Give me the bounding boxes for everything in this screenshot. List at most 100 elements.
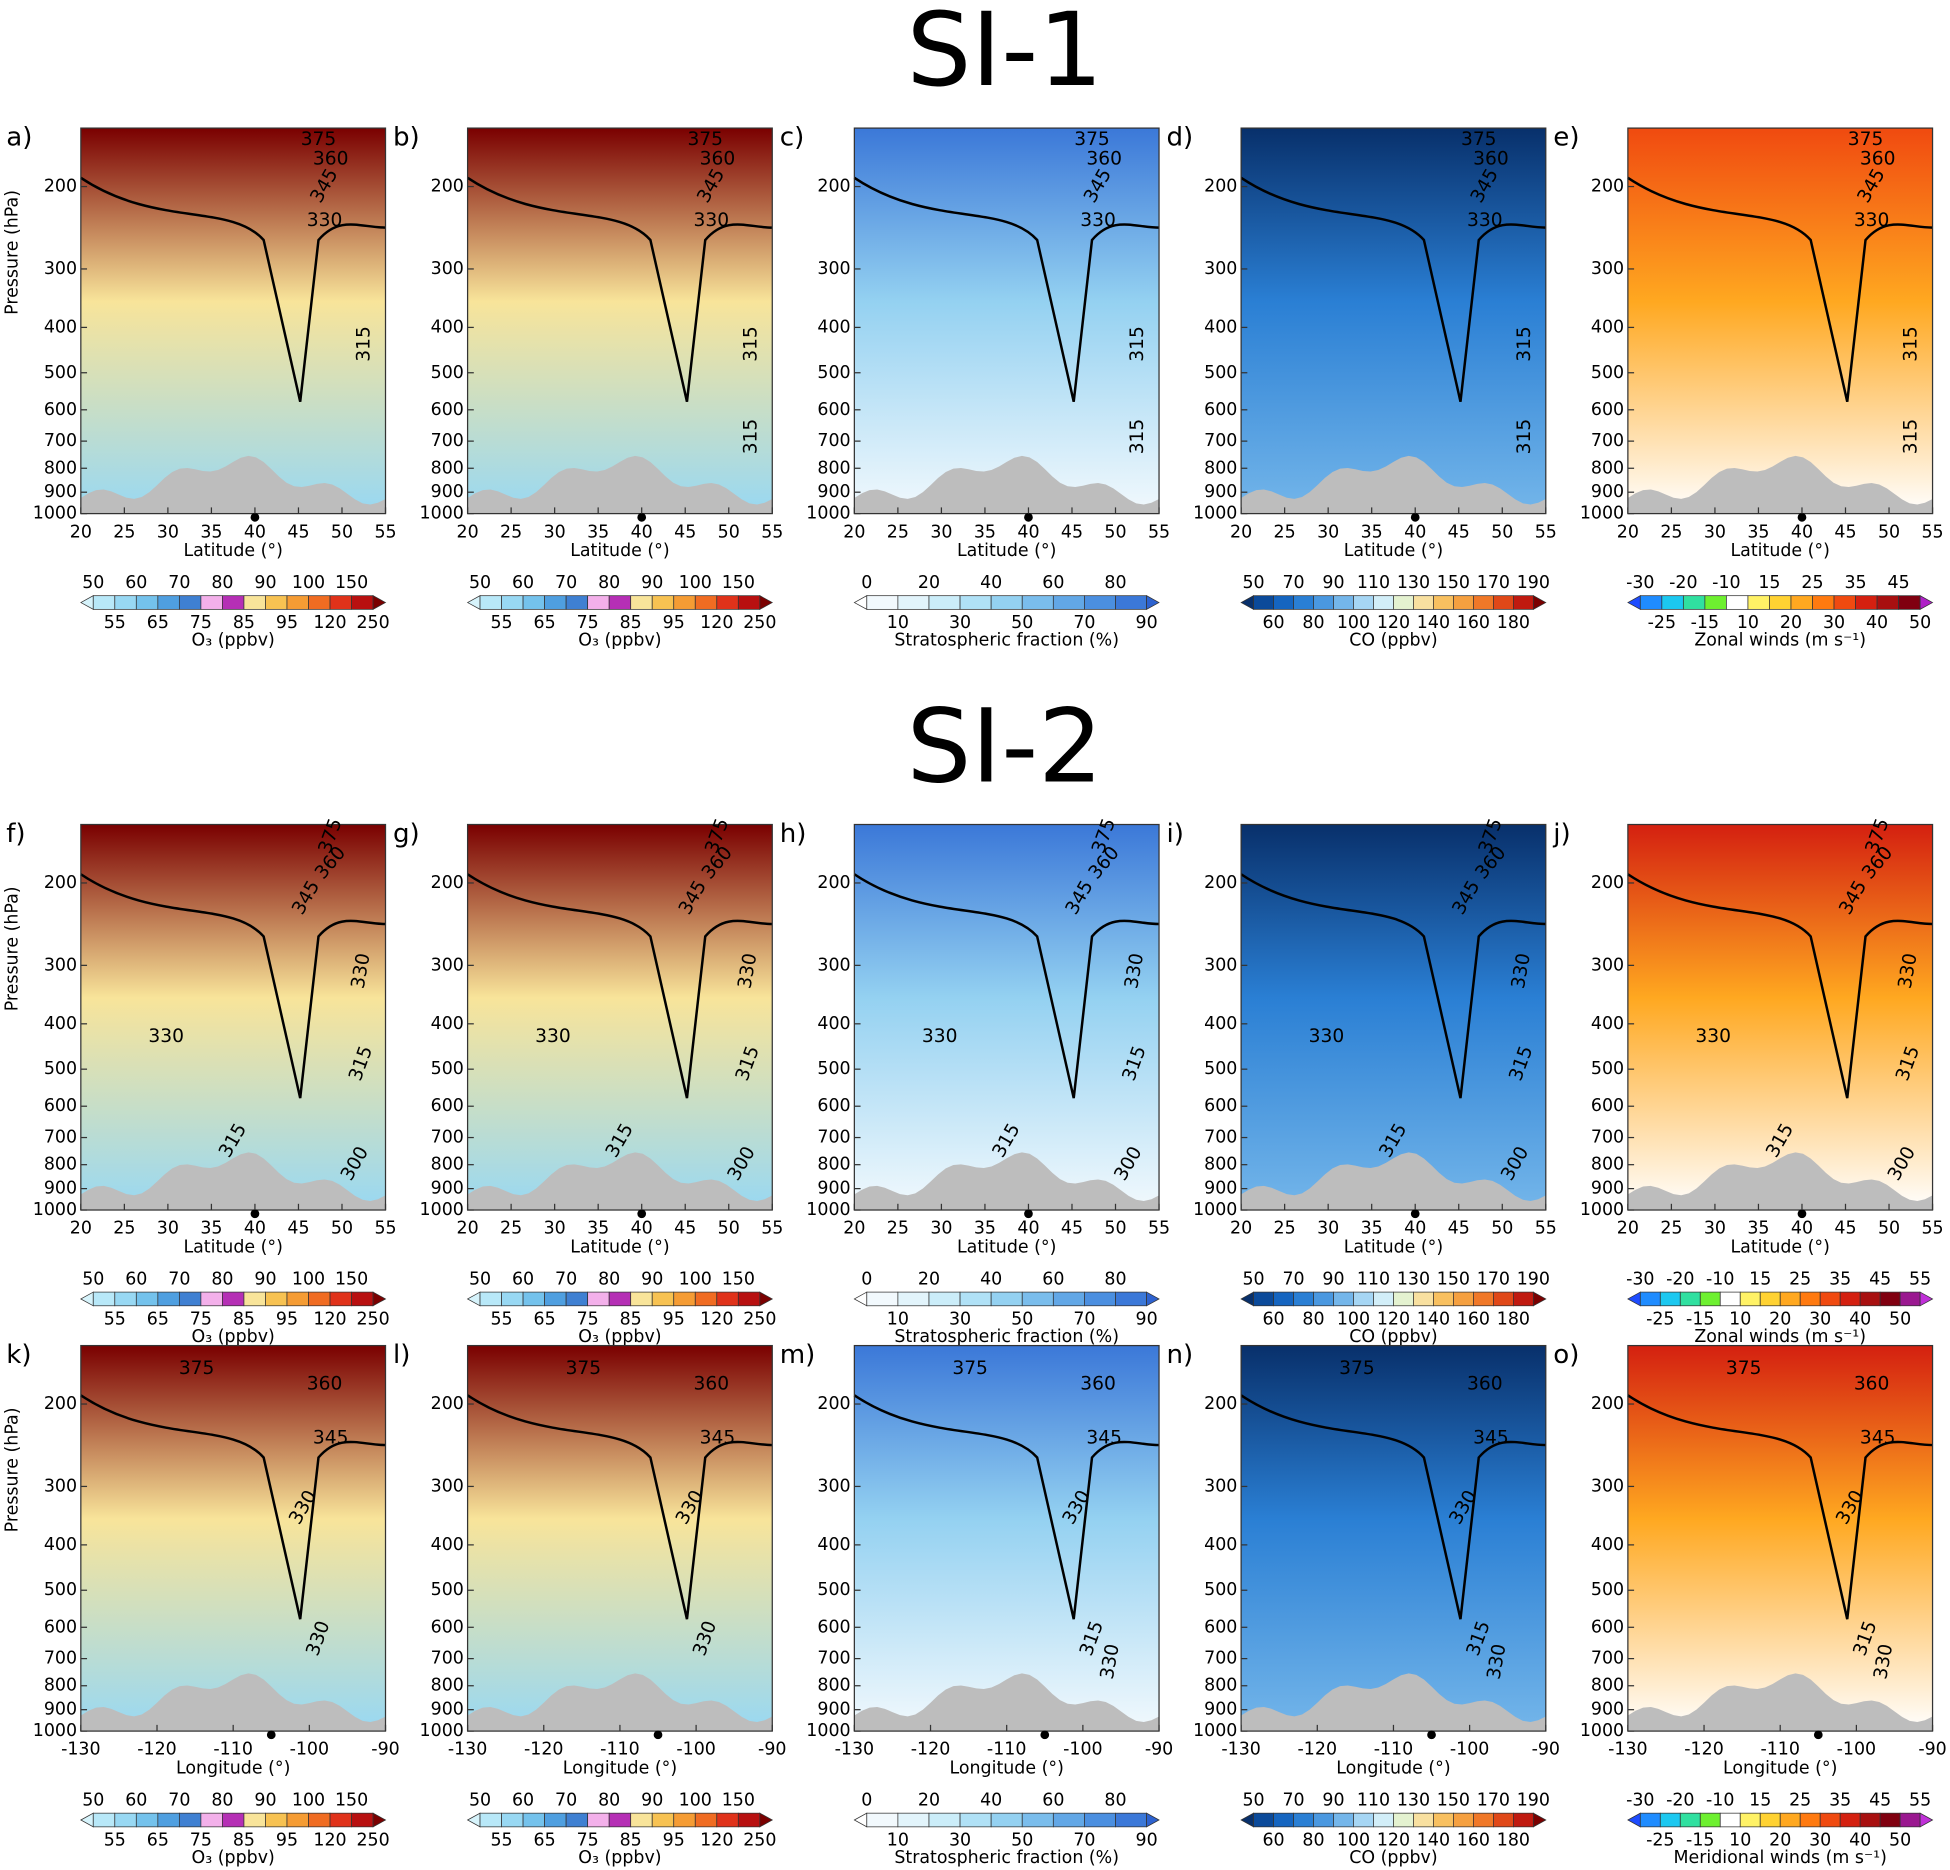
colorbar-swatch: [222, 595, 245, 610]
colorbar-swatch: [1084, 1291, 1116, 1307]
y-tick-label: 400: [431, 317, 464, 337]
colorbar-swatch: [157, 595, 180, 610]
colorbar-tick-label: 100: [679, 573, 712, 593]
colorbar-tick-label: 75: [577, 1309, 599, 1329]
tropopause-line: [1240, 873, 1546, 1099]
y-tick-label: 500: [1591, 363, 1624, 383]
y-tick-label: 200: [431, 1394, 464, 1414]
y-tick-label: 600: [1204, 400, 1237, 420]
colorbar-swatch: [135, 1812, 159, 1828]
topography: [1627, 1152, 1933, 1211]
y-tick-label: 800: [817, 458, 850, 478]
y-tick-label: 300: [431, 955, 464, 975]
colorbar-tick-label: 80: [1104, 573, 1126, 593]
colorbar-extension: [1146, 1291, 1160, 1307]
colorbar-label: O₃ (ppbv): [192, 1848, 275, 1868]
colorbar-swatch: [1084, 595, 1116, 610]
colorbar-tick-label: 25: [1789, 1791, 1811, 1811]
colorbar-swatch: [1433, 1812, 1454, 1828]
field: [854, 128, 1160, 514]
x-tick-label: -90: [1918, 1740, 1946, 1760]
colorbar-tick-label: 50: [1242, 1270, 1264, 1290]
contour-label: 360: [1473, 148, 1509, 169]
y-tick-label: 900: [1204, 482, 1237, 502]
panel-label: k): [6, 1340, 31, 1370]
x-tick-label: 40: [1404, 522, 1426, 542]
y-tick-label: 1000: [33, 1200, 77, 1220]
field: [80, 824, 386, 1211]
colorbar-swatch: [1493, 595, 1514, 610]
y-tick-label: 800: [1591, 1155, 1624, 1175]
colorbar-label: O₃ (ppbv): [578, 630, 661, 650]
colorbar-tick-label: 50: [1242, 1791, 1264, 1811]
colorbar-tick-label: 180: [1497, 1831, 1530, 1851]
x-tick-label: 35: [200, 1219, 222, 1239]
y-tick-label: 900: [431, 482, 464, 502]
colorbar-tick-label: 50: [82, 573, 104, 593]
colorbar-swatch: [1253, 595, 1274, 610]
y-tick-label: 500: [1204, 1580, 1237, 1600]
x-tick-label: 45: [287, 522, 309, 542]
colorbar-tick-label: 20: [1780, 613, 1802, 633]
colorbar-extension: [1627, 1291, 1641, 1307]
x-tick-label: 50: [718, 522, 740, 542]
colorbar-tick-label: 75: [190, 1831, 212, 1851]
colorbar-swatch: [329, 595, 352, 610]
panel-label: a): [6, 123, 32, 153]
y-tick-label: 200: [44, 1394, 77, 1414]
colorbar-swatch: [587, 1812, 610, 1828]
x-tick-label: -120: [911, 1740, 951, 1760]
y-tick-label: 200: [431, 177, 464, 197]
colorbar-tick-label: 50: [1011, 613, 1033, 633]
y-tick-label: 500: [44, 363, 77, 383]
colorbar-tick-label: 50: [469, 1791, 491, 1811]
colorbar-extension: [372, 595, 387, 610]
colorbar-swatch: [1393, 595, 1414, 610]
panel-label: n): [1166, 1340, 1193, 1370]
x-tick-label: -120: [1684, 1740, 1724, 1760]
x-tick-label: 20: [457, 522, 479, 542]
colorbar-extension: [759, 1291, 774, 1307]
colorbar-swatch: [1779, 1812, 1801, 1828]
colorbar-tick-label: 0: [861, 573, 872, 593]
y-tick-label: 400: [817, 1535, 850, 1555]
x-tick-label: -110: [1760, 1740, 1800, 1760]
y-tick-label: 400: [431, 1535, 464, 1555]
colorbar-swatch: [114, 595, 137, 610]
y-tick-label: 200: [1591, 1394, 1624, 1414]
colorbar-tick-label: 30: [949, 613, 971, 633]
x-tick-label: 20: [1617, 1219, 1639, 1239]
colorbar-swatch: [114, 1812, 137, 1828]
contour-label: 330: [148, 1026, 184, 1047]
colorbar-swatch: [1493, 1291, 1514, 1307]
colorbar-swatch: [1413, 1291, 1434, 1307]
topography: [80, 455, 386, 514]
y-tick-label: 600: [1204, 1096, 1237, 1116]
contour-label: 375: [1726, 1358, 1762, 1379]
colorbar-tick-label: 10: [1729, 1831, 1751, 1851]
colorbar-swatch: [1704, 595, 1727, 610]
colorbar-swatch: [1779, 1291, 1801, 1307]
colorbar-swatch: [1759, 1812, 1781, 1828]
x-tick-label: -130: [835, 1740, 875, 1760]
colorbar-swatch: [1473, 1291, 1494, 1307]
panel: 375360345330315330n)20030040050060070080…: [1166, 1340, 1560, 1868]
colorbar-extension: [1919, 1812, 1934, 1828]
x-tick-label: -100: [290, 1740, 330, 1760]
contour-label: 375: [566, 1358, 602, 1379]
y-tick-label: 500: [817, 363, 850, 383]
y-tick-label: 800: [44, 458, 77, 478]
y-tick-label: 1000: [33, 504, 77, 524]
colorbar-swatch: [897, 595, 930, 610]
panel: 375360345330315330m)20030040050060070080…: [780, 1340, 1174, 1868]
y-tick-label: 200: [44, 177, 77, 197]
panel-label: b): [393, 123, 420, 153]
contour-label: 315: [1127, 419, 1148, 455]
y-tick-label: 800: [431, 1676, 464, 1696]
field: [854, 824, 1160, 1211]
tropopause-line: [1240, 176, 1546, 402]
x-axis-label: Longitude (°): [1336, 1758, 1450, 1778]
colorbar-tick-label: 20: [918, 1791, 940, 1811]
colorbar-tick-label: 95: [663, 1831, 685, 1851]
colorbar-tick-label: 30: [1809, 1831, 1831, 1851]
